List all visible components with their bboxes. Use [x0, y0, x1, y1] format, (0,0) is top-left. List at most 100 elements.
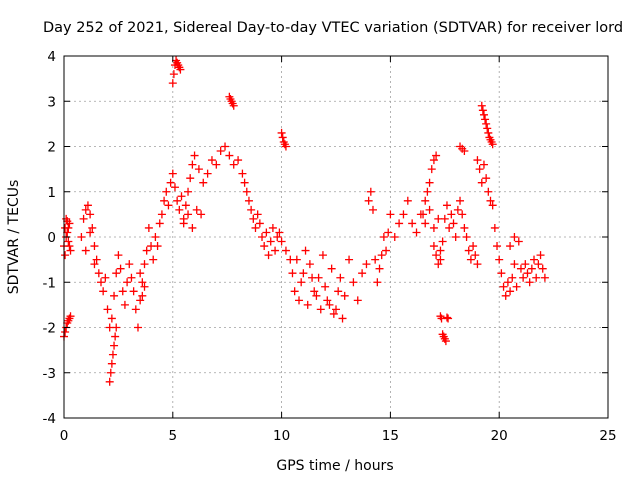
data-point: [458, 210, 467, 219]
data-point: [353, 296, 362, 305]
data-point: [253, 210, 262, 219]
data-point: [429, 223, 438, 232]
data-point: [92, 255, 101, 264]
data-point: [536, 251, 545, 260]
data-point: [445, 223, 454, 232]
data-point: [408, 219, 417, 228]
data-point: [118, 287, 127, 296]
data-point: [112, 269, 121, 278]
data-point: [184, 210, 193, 219]
data-point: [107, 359, 116, 368]
data-point: [442, 313, 451, 322]
data-point: [170, 183, 179, 192]
data-point: [427, 165, 436, 174]
data-point: [114, 251, 123, 260]
data-point: [488, 201, 497, 210]
data-point: [66, 246, 75, 255]
data-point: [240, 178, 249, 187]
data-point: [295, 296, 304, 305]
data-point: [94, 269, 103, 278]
data-point: [473, 260, 482, 269]
data-point: [484, 128, 493, 137]
data-point: [188, 160, 197, 169]
data-point: [64, 223, 73, 232]
data-point: [184, 187, 193, 196]
data-point: [429, 242, 438, 251]
data-point: [305, 260, 314, 269]
data-point: [482, 174, 491, 183]
data-point: [390, 233, 399, 241]
data-point: [266, 237, 275, 246]
data-point: [83, 201, 92, 210]
data-point: [99, 287, 108, 296]
x-tick-label: 25: [599, 428, 616, 444]
data-point: [86, 210, 95, 219]
data-point: [65, 242, 74, 251]
data-point: [194, 165, 203, 174]
data-point: [506, 242, 515, 251]
data-point: [514, 237, 523, 246]
data-point: [77, 233, 86, 241]
data-point: [101, 273, 110, 282]
y-tick-label: -1: [43, 275, 56, 291]
data-point: [484, 187, 493, 196]
data-point: [244, 196, 253, 205]
data-point: [510, 233, 519, 241]
data-point: [268, 223, 277, 232]
data-point: [478, 106, 487, 115]
data-point: [479, 160, 488, 169]
data-point: [449, 219, 458, 228]
data-point: [532, 273, 541, 282]
grid-lines: [64, 56, 608, 418]
x-tick-label: 20: [491, 428, 508, 444]
data-point: [456, 196, 465, 205]
data-point: [234, 156, 243, 165]
data-point: [508, 273, 517, 282]
data-point: [460, 223, 469, 232]
data-point: [432, 151, 441, 160]
data-point: [131, 305, 140, 314]
chart-title: Day 252 of 2021, Sidereal Day-to-day VTE…: [43, 20, 623, 36]
data-point: [516, 264, 525, 273]
data-point: [412, 228, 421, 237]
data-point: [483, 124, 492, 133]
data-point: [371, 255, 380, 264]
data-point: [63, 217, 72, 226]
data-point: [482, 119, 491, 128]
data-point: [127, 273, 136, 282]
data-point: [129, 287, 138, 296]
data-point: [377, 251, 386, 260]
data-point: [519, 273, 528, 282]
data-point: [123, 278, 132, 287]
data-point: [136, 269, 145, 278]
data-point: [510, 260, 519, 269]
data-point: [108, 350, 117, 359]
data-point: [190, 151, 199, 160]
x-axis-label: GPS time / hours: [276, 458, 393, 474]
data-point: [527, 264, 536, 273]
data-point: [221, 142, 230, 151]
data-point: [403, 196, 412, 205]
data-point: [471, 251, 480, 260]
data-point: [364, 196, 373, 205]
data-point: [325, 300, 334, 309]
data-point: [229, 160, 238, 169]
data-point: [169, 70, 178, 79]
data-point: [164, 201, 173, 210]
data-point: [112, 323, 121, 332]
data-point: [138, 291, 147, 300]
data-point: [81, 246, 90, 255]
data-point: [116, 264, 125, 273]
y-tick-label: 0: [47, 230, 56, 246]
data-point: [436, 246, 445, 255]
data-point: [216, 147, 225, 156]
data-point: [290, 287, 299, 296]
x-tick-label: 0: [60, 428, 69, 444]
data-point: [155, 219, 164, 228]
data-point: [438, 237, 447, 246]
data-point: [334, 287, 343, 296]
data-point: [297, 278, 306, 287]
data-point: [497, 269, 506, 278]
data-point: [432, 251, 441, 260]
